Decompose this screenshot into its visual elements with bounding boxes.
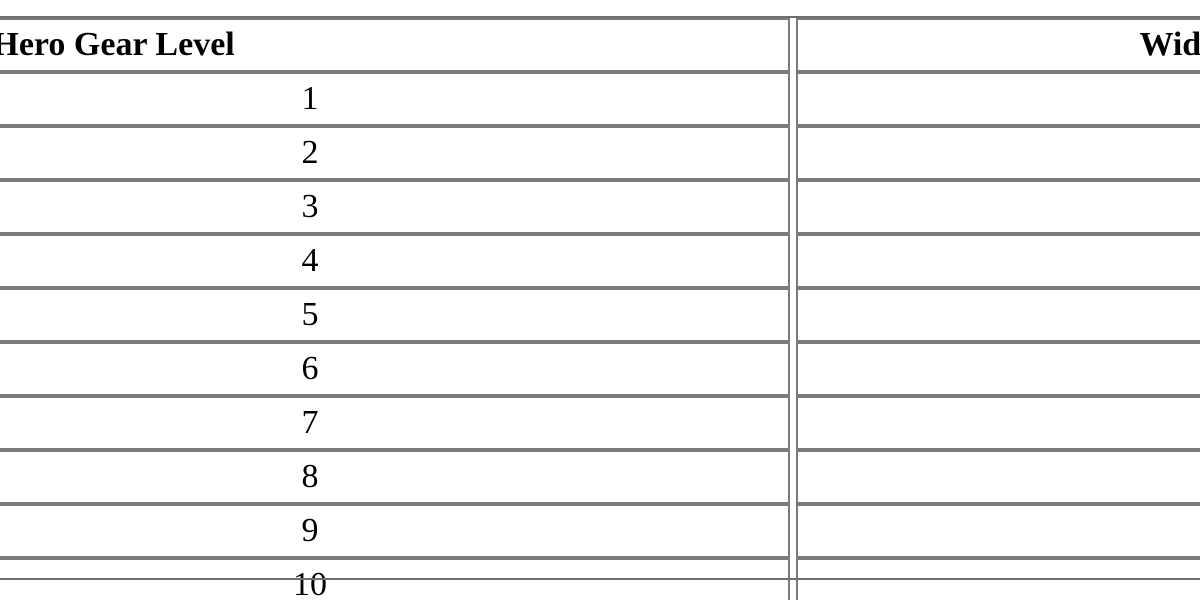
- cell-level: 5: [0, 288, 790, 342]
- table-row: 8 400: [0, 450, 1200, 504]
- table-header-row: Exclusive Hero Gear Level Widgets Needed: [0, 18, 1200, 72]
- cell-widgets: 350: [796, 396, 1200, 450]
- cell-widgets: 200: [796, 234, 1200, 288]
- cell-level: 8: [0, 450, 790, 504]
- table-row: 6 300: [0, 342, 1200, 396]
- table-bottom-rule: [0, 578, 1200, 580]
- cell-widgets: 400: [796, 450, 1200, 504]
- table-top-rule: [0, 16, 1200, 18]
- table-row: 2 100: [0, 126, 1200, 180]
- table-scroll-container[interactable]: Exclusive Hero Gear Level Widgets Needed…: [0, 18, 1200, 600]
- table-row: 1 50: [0, 72, 1200, 126]
- cell-level: 3: [0, 180, 790, 234]
- cell-level: 7: [0, 396, 790, 450]
- table-header: Exclusive Hero Gear Level Widgets Needed: [0, 18, 1200, 72]
- table-row: 9 450: [0, 504, 1200, 558]
- cell-widgets: 250: [796, 288, 1200, 342]
- cell-level: 9: [0, 504, 790, 558]
- cell-level: 2: [0, 126, 790, 180]
- column-header-level[interactable]: Exclusive Hero Gear Level: [0, 18, 790, 72]
- cell-widgets: 50: [796, 72, 1200, 126]
- column-header-widgets[interactable]: Widgets Needed: [796, 18, 1200, 72]
- cell-widgets: 450: [796, 504, 1200, 558]
- table-body: 1 50 2 100 3 150 4 200 5 250: [0, 72, 1200, 600]
- cell-widgets: 300: [796, 342, 1200, 396]
- cell-widgets: 100: [796, 126, 1200, 180]
- data-table: Exclusive Hero Gear Level Widgets Needed…: [0, 18, 1200, 600]
- cell-level: 1: [0, 72, 790, 126]
- table-row: 4 200: [0, 234, 1200, 288]
- table-row: 5 250: [0, 288, 1200, 342]
- table-row: 3 150: [0, 180, 1200, 234]
- cell-level: 4: [0, 234, 790, 288]
- table-row: 7 350: [0, 396, 1200, 450]
- cell-widgets: 150: [796, 180, 1200, 234]
- cell-level: 6: [0, 342, 790, 396]
